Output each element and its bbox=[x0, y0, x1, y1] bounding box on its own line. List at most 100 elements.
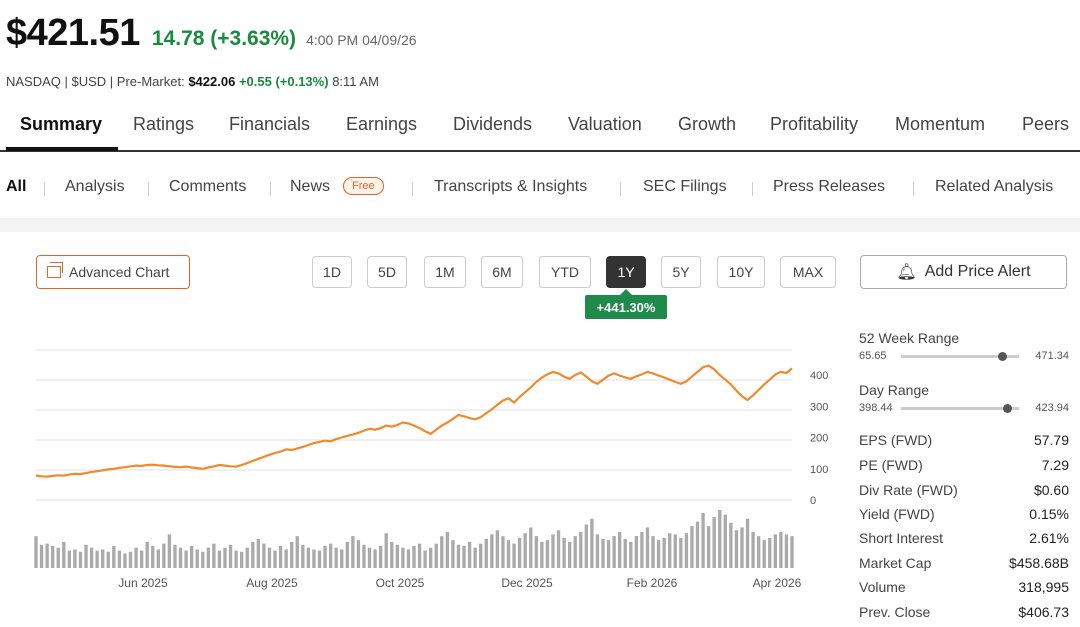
active-tab-indicator bbox=[6, 147, 118, 151]
volume-bar bbox=[167, 534, 172, 568]
subtab-related-analysis[interactable]: Related Analysis bbox=[935, 178, 1054, 195]
volume-bar bbox=[34, 536, 38, 568]
subtab-comments[interactable]: Comments bbox=[169, 178, 247, 195]
range-button-max[interactable]: MAX bbox=[780, 256, 836, 288]
stat-label: Market Cap bbox=[859, 555, 932, 571]
range-button-5y[interactable]: 5Y bbox=[661, 256, 701, 288]
volume-bar bbox=[206, 547, 210, 568]
tab-valuation[interactable]: Valuation bbox=[568, 114, 642, 134]
range-button-6m[interactable]: 6M bbox=[481, 256, 523, 288]
volume-bar bbox=[328, 543, 333, 568]
volume-bar bbox=[690, 526, 694, 568]
volume-bar bbox=[501, 536, 505, 568]
volume-bar bbox=[356, 540, 361, 568]
stat-label: Div Rate (FWD) bbox=[859, 482, 958, 498]
stat-label: Yield (FWD) bbox=[859, 506, 935, 522]
volume-bar bbox=[679, 537, 683, 568]
volume-bar bbox=[434, 543, 438, 568]
separator bbox=[44, 182, 45, 196]
volume-bar bbox=[84, 544, 88, 568]
range-button-1y[interactable]: 1Y bbox=[606, 256, 646, 288]
separator bbox=[752, 182, 753, 196]
x-tick-label: Dec 2025 bbox=[501, 576, 553, 590]
volume-bar bbox=[67, 550, 72, 568]
quote-timestamp: 4:00 PM 04/09/26 bbox=[306, 32, 417, 48]
sub-tabs: All Analysis Comments News Free Transcri… bbox=[0, 174, 1080, 204]
tab-dividends[interactable]: Dividends bbox=[453, 114, 533, 134]
volume-bar bbox=[729, 522, 733, 568]
range-button-ytd[interactable]: YTD bbox=[539, 256, 591, 288]
separator bbox=[270, 182, 271, 196]
stat-market-cap: Market Cap $458.68B bbox=[859, 555, 1069, 571]
volume-bar bbox=[784, 534, 789, 568]
volume-bar bbox=[267, 547, 272, 568]
subtab-press-releases[interactable]: Press Releases bbox=[773, 178, 886, 195]
volume-bar bbox=[106, 551, 110, 568]
volume-bar bbox=[123, 553, 127, 568]
week52-track bbox=[901, 352, 1019, 361]
volume-bar bbox=[768, 537, 772, 568]
chart-window-icon bbox=[47, 262, 63, 278]
range-button-1d[interactable]: 1D bbox=[312, 256, 352, 288]
volume-bar bbox=[479, 543, 483, 568]
y-tick-label: 200 bbox=[810, 433, 828, 445]
tab-growth[interactable]: Growth bbox=[678, 114, 737, 134]
range-button-10y[interactable]: 10Y bbox=[717, 256, 765, 288]
tab-financials[interactable]: Financials bbox=[229, 114, 311, 134]
tab-profitability[interactable]: Profitability bbox=[770, 114, 859, 134]
stat-label: Short Interest bbox=[859, 530, 944, 546]
volume-bar bbox=[745, 518, 750, 568]
range-button-1m[interactable]: 1M bbox=[424, 256, 466, 288]
chart-grid bbox=[36, 349, 792, 501]
subtab-sec-filings[interactable]: SEC Filings bbox=[643, 178, 727, 195]
volume-bar bbox=[584, 524, 588, 568]
subtab-analysis[interactable]: Analysis bbox=[65, 178, 125, 195]
volume-bar bbox=[573, 536, 577, 568]
stat-eps: EPS (FWD) 57.79 bbox=[859, 432, 1069, 448]
volume-bar bbox=[756, 536, 761, 568]
volume-bar bbox=[56, 547, 60, 568]
subtab-news[interactable]: News bbox=[290, 178, 331, 195]
volume-bar bbox=[234, 550, 238, 568]
volume-bar bbox=[740, 527, 744, 568]
volume-bar bbox=[429, 547, 433, 568]
volume-bar bbox=[134, 547, 138, 568]
day-high: 423.94 bbox=[1035, 402, 1069, 414]
tab-momentum[interactable]: Momentum bbox=[895, 114, 986, 134]
bell-icon: 🔔︎ bbox=[896, 264, 917, 281]
volume-bar bbox=[323, 545, 327, 568]
volume-bar bbox=[401, 547, 405, 568]
volume-bar bbox=[151, 545, 155, 568]
volume-bar bbox=[495, 530, 500, 568]
advanced-chart-button[interactable]: Advanced Chart bbox=[36, 255, 190, 289]
volume-bar bbox=[462, 545, 466, 568]
volume-bar bbox=[228, 544, 233, 568]
advanced-chart-label: Advanced Chart bbox=[69, 264, 170, 280]
tab-earnings[interactable]: Earnings bbox=[346, 114, 418, 134]
subtab-all[interactable]: All bbox=[6, 178, 27, 195]
tab-ratings[interactable]: Ratings bbox=[133, 114, 195, 134]
stat-value: $406.73 bbox=[1018, 604, 1069, 620]
volume-bar bbox=[695, 521, 700, 568]
volume-bar bbox=[545, 540, 550, 568]
volume-bar bbox=[417, 543, 422, 568]
separator bbox=[620, 182, 621, 196]
volume-bar bbox=[345, 541, 349, 568]
tab-summary[interactable]: Summary bbox=[20, 114, 103, 134]
performance-badge: +441.30% bbox=[585, 289, 667, 319]
volume-bar bbox=[595, 534, 600, 568]
volume-bar bbox=[623, 539, 627, 568]
stat-prev-close: Prev. Close $406.73 bbox=[859, 604, 1069, 620]
tab-peers[interactable]: Peers bbox=[1022, 114, 1070, 134]
volume-bar bbox=[128, 551, 133, 568]
volume-bar bbox=[39, 544, 44, 568]
week52-label: 52 Week Range bbox=[859, 330, 960, 346]
price-chart[interactable]: 0 100 200 300 400 Jun 2025 Aug 2025 Oct 2025 De… bbox=[0, 340, 850, 600]
volume-bar bbox=[312, 549, 316, 568]
add-price-alert-button[interactable]: 🔔︎ Add Price Alert bbox=[860, 255, 1067, 289]
volume-bar bbox=[184, 550, 188, 568]
subtab-transcripts[interactable]: Transcripts & Insights bbox=[434, 178, 588, 195]
range-button-5d[interactable]: 5D bbox=[367, 256, 407, 288]
volume-bar bbox=[406, 549, 411, 568]
volume-bar bbox=[662, 537, 666, 568]
